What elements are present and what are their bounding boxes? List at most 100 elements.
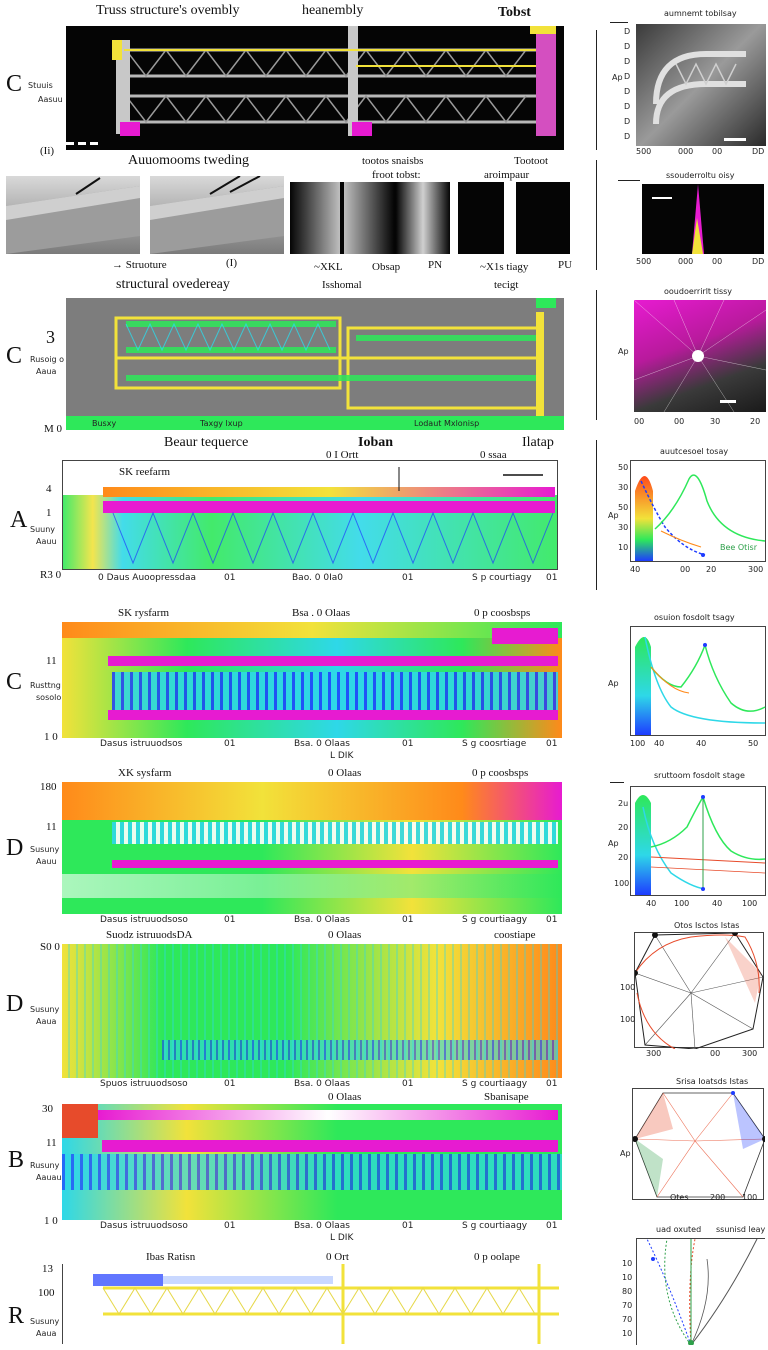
row-letter-c2: C	[6, 343, 23, 369]
radar1-y-tick: 100	[620, 983, 636, 992]
y-tick: 11	[46, 655, 57, 667]
sem-x-ticks: 500 000 00 DD	[636, 148, 766, 158]
line3-y-ticks: 2u 20 20 100	[614, 799, 630, 896]
y-tick: 11	[46, 821, 57, 833]
sem-y-ticks: D D D D D D D D	[624, 26, 634, 144]
side-label: Aaua	[36, 367, 57, 376]
sem-image	[636, 24, 766, 146]
x-tick: Dasus istruuodsos	[100, 739, 183, 749]
weld-title-left: Auuomooms tweding	[128, 153, 249, 168]
side-label: Susuny	[30, 1317, 60, 1326]
map-a-top: 0 I Ortt	[326, 449, 359, 461]
y-tick: D	[624, 57, 631, 66]
line3-plot	[630, 786, 766, 896]
column-divider	[596, 160, 597, 270]
y-tick: 2u	[618, 799, 629, 808]
weld-label: PU	[558, 259, 573, 271]
corner-label: (Ii)	[40, 145, 55, 157]
map-d1-top: XK sysfarm	[118, 767, 172, 779]
y-tick: 50	[618, 463, 629, 472]
line1-x-ticks: 40 00 20 300	[630, 566, 766, 576]
line2-x-ticks: 100 40 40 50	[630, 740, 766, 750]
x-tick: Bsa. 0 Olaas	[294, 1079, 350, 1089]
weld-label: (I)	[226, 257, 237, 269]
side-label: sosolo	[36, 693, 62, 702]
y-tick: D	[624, 132, 631, 141]
overlay-title-right: tecigt	[494, 279, 519, 291]
x-tick: 300	[748, 565, 764, 574]
x-tick: 100	[630, 739, 646, 748]
polar-y-label: Ap	[618, 347, 629, 356]
y-tick: 80	[622, 1287, 633, 1296]
map-d1-x-axis: Dasus istruuodsoso 01 Bsa. 0 Olaas 01 S …	[62, 916, 562, 928]
fan-title-left: uad oxuted	[656, 1225, 702, 1234]
row-letter-a: A	[10, 507, 28, 533]
radar2-y-tick: Ap	[620, 1149, 631, 1158]
side-label: Rusoig o	[30, 355, 65, 364]
column-divider	[596, 30, 597, 150]
x-tick: S p courtiagy	[472, 573, 532, 583]
x-tick: 01	[402, 1221, 414, 1231]
radar1-plot	[632, 930, 764, 1050]
x-tick: 01	[546, 915, 558, 925]
map-c-top: 0 p coosbsps	[474, 607, 531, 619]
line1-y-label: Ap	[608, 511, 619, 520]
x-tick: 000	[678, 257, 694, 266]
bottom-left: M 0	[44, 423, 63, 435]
map-c-top: Bsa . 0 Olaas	[292, 607, 351, 619]
x-tick: Spuos istruuodsoso	[100, 1079, 188, 1089]
y-tick: 13	[42, 1263, 53, 1275]
line1-y-ticks: 50 30 50 30 10	[618, 462, 630, 562]
sem-y-label: Ap	[612, 73, 623, 82]
map-c-plot	[62, 622, 562, 738]
side-label: Stuuis	[28, 81, 53, 90]
side-label: Aaua	[36, 1329, 57, 1338]
y-tick: R3 0	[40, 569, 62, 581]
x-tick: 01	[402, 739, 414, 749]
y-tick: 10	[622, 1273, 633, 1282]
truss-title-left: Truss structure's ovembly	[96, 3, 240, 18]
x-tick: 40	[646, 899, 657, 908]
y-tick: 30	[42, 1103, 53, 1115]
y-tick: D	[624, 102, 631, 111]
map-r-title-right: 0 p oolape	[474, 1251, 520, 1263]
y-tick: D	[624, 27, 631, 36]
y-tick: 10	[622, 1329, 633, 1338]
side-label: Aaua	[36, 1017, 57, 1026]
divider-tick	[610, 782, 624, 783]
map-d2-top: Suodz istruuodsDA	[106, 929, 193, 941]
line3-y-label: Ap	[608, 839, 619, 848]
x-tick: 20	[706, 565, 717, 574]
weld-bead-images	[290, 182, 450, 254]
x-tick: 01	[402, 573, 414, 583]
radar2-title: Srisa Ioatsds Istas	[676, 1077, 749, 1086]
weld-subtitle-right: aroimpaur	[484, 169, 530, 181]
row-number: 3	[46, 327, 55, 347]
x-tick: Bsa. 0 Olaas	[294, 915, 350, 925]
x-tick: 01	[402, 915, 414, 925]
side-label: Aasuu	[38, 95, 63, 104]
map-r-title-left: Ibas Ratisn	[146, 1251, 196, 1263]
x-tick: 40	[712, 899, 723, 908]
column-divider	[596, 440, 597, 590]
x-tick: 0 Daus Auoopressdaa	[98, 573, 197, 583]
map-d1-plot	[62, 782, 562, 914]
sem-title: aumnemt tobilsay	[664, 9, 737, 18]
map-d2-x-axis: Spuos istruuodsoso 01 Bsa. 0 Olaas 01 S …	[62, 1080, 562, 1092]
x-tick: 30	[710, 417, 721, 426]
y-tick: 11	[46, 1137, 57, 1149]
row-letter-r: R	[8, 1303, 25, 1329]
map-b-x-axis: Dasus istruuodsoso 01 Bsa. 0 Olaas 01 S …	[62, 1222, 562, 1246]
heat-title: ssouderroltu oisy	[666, 171, 735, 180]
fan-y-ticks: 10 10 80 70 70 10	[622, 1260, 636, 1344]
map-b-plot	[62, 1104, 562, 1220]
y-tick: 70	[622, 1315, 633, 1324]
radar2-plot	[632, 1088, 768, 1200]
map-a-x-axis: 0 Daus Auoopressdaa 01 Bao. 0 0Ia0 01 S …	[62, 572, 562, 584]
weld-label: PN	[428, 259, 443, 271]
x-tick: 50	[748, 739, 759, 748]
y-tick: 10	[618, 543, 629, 552]
x-tick: 01	[546, 1221, 558, 1231]
line2-plot	[630, 626, 766, 736]
x-tick: 00	[710, 1049, 721, 1058]
